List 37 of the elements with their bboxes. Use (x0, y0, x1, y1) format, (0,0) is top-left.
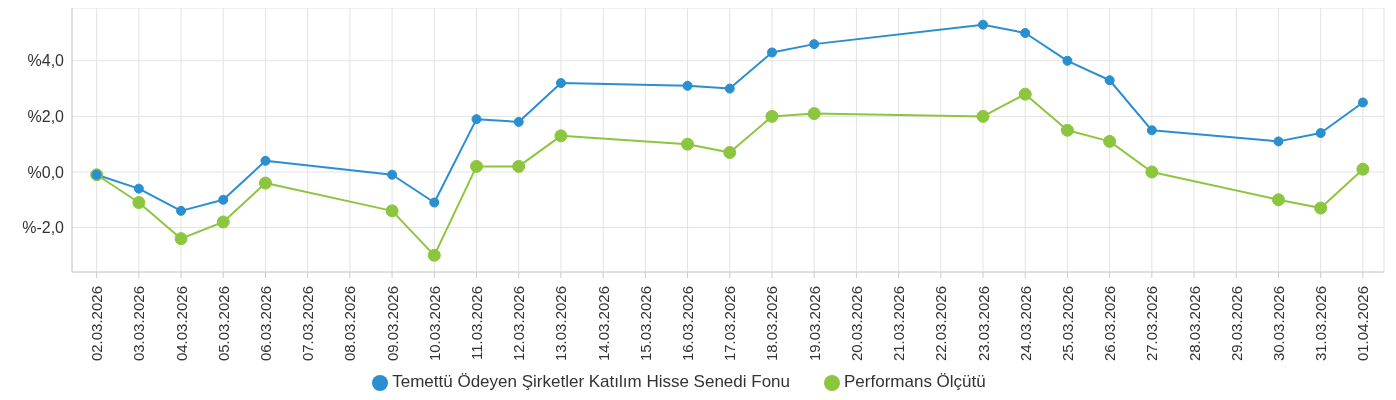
x-tick-label: 19.03.2026 (805, 286, 823, 362)
x-tick-label: 03.03.2026 (130, 286, 148, 362)
x-tick-label: 14.03.2026 (594, 286, 612, 362)
x-tick-label: 09.03.2026 (383, 286, 401, 362)
x-tick-label: 01.04.2026 (1354, 286, 1372, 362)
x-tick-label: 08.03.2026 (341, 286, 359, 362)
y-tick-label: %2,0 (27, 108, 65, 126)
y-tick-label: %-2,0 (22, 219, 65, 237)
x-tick-label: 27.03.2026 (1143, 286, 1161, 362)
x-tick-label: 12.03.2026 (510, 286, 528, 362)
x-tick-label: 11.03.2026 (468, 286, 485, 360)
x-tick-label: 13.03.2026 (552, 286, 570, 362)
x-tick-label: 04.03.2026 (172, 286, 190, 362)
x-tick-label: 24.03.2026 (1016, 286, 1034, 362)
x-tick-label: 07.03.2026 (299, 286, 317, 362)
x-tick-label: 25.03.2026 (1058, 286, 1076, 362)
x-tick-label: 23.03.2026 (974, 286, 992, 362)
legend-label: Temettü Ödeyen Şirketler Katılım Hisse Senedi Fonu (392, 372, 791, 391)
x-tick-label: 18.03.2026 (763, 286, 781, 362)
x-tick-label: 20.03.2026 (847, 286, 865, 362)
x-tick-label: 28.03.2026 (1185, 286, 1203, 362)
x-tick-label: 26.03.2026 (1101, 286, 1119, 362)
x-tick-label: 02.03.2026 (88, 286, 106, 362)
y-tick-label: %0,0 (27, 163, 65, 181)
x-tick-label: 06.03.2026 (256, 286, 274, 362)
x-tick-label: 31.03.2026 (1312, 286, 1330, 362)
y-tick-label: %4,0 (27, 52, 65, 70)
legend-label: Performans Ölçütü (844, 372, 986, 391)
x-tick-label: 29.03.2026 (1227, 286, 1245, 362)
x-tick-label: 21.03.2026 (890, 286, 908, 362)
x-tick-label: 16.03.2026 (679, 286, 697, 362)
x-tick-label: 30.03.2026 (1269, 286, 1287, 362)
x-tick-label: 10.03.2026 (425, 286, 443, 362)
x-tick-label: 15.03.2026 (636, 286, 654, 362)
x-tick-label: 22.03.2026 (932, 286, 950, 362)
x-tick-label: 05.03.2026 (214, 286, 232, 362)
x-tick-label: 17.03.2026 (721, 286, 739, 362)
